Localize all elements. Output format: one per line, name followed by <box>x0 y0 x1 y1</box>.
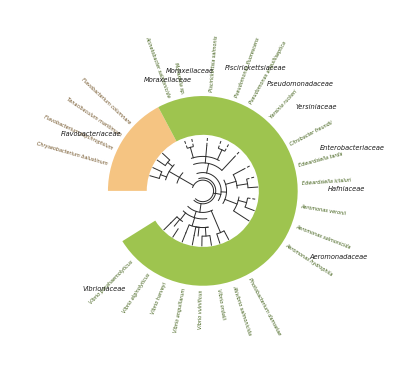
Text: Flavobacteriaceae: Flavobacteriaceae <box>61 131 122 137</box>
Text: Citrobacter freundii: Citrobacter freundii <box>289 120 334 147</box>
Text: Moraxella sp.: Moraxella sp. <box>173 62 184 94</box>
Text: Vibrio harveyi: Vibrio harveyi <box>151 282 168 315</box>
Wedge shape <box>108 107 176 191</box>
Text: Yersiniaceae: Yersiniaceae <box>296 104 337 110</box>
Text: Vibrio vulnificus: Vibrio vulnificus <box>198 290 204 329</box>
Text: Flavobacterium psychrophilum: Flavobacterium psychrophilum <box>43 115 114 151</box>
Text: Vibrio alginolyticus: Vibrio alginolyticus <box>122 273 151 314</box>
Text: Edwardsiella tarda: Edwardsiella tarda <box>298 151 343 167</box>
Text: Acinetobacter salmonicida: Acinetobacter salmonicida <box>144 36 171 99</box>
Text: Piscirickettsiaceae: Piscirickettsiaceae <box>225 65 286 71</box>
Text: Photobacterium damselae: Photobacterium damselae <box>247 277 282 336</box>
Text: Vibrio ordalii: Vibrio ordalii <box>216 288 226 320</box>
Text: Vibrio anguillarum: Vibrio anguillarum <box>173 288 186 333</box>
Text: Moraxellaceae: Moraxellaceae <box>166 68 215 74</box>
Text: Aeromonas veronii: Aeromonas veronii <box>300 204 346 216</box>
Text: Pseudomonadaceae: Pseudomonadaceae <box>267 81 334 87</box>
Text: Aeromonadaceae: Aeromonadaceae <box>309 254 367 260</box>
Text: Pseudomonas fluorescens: Pseudomonas fluorescens <box>235 37 261 99</box>
Text: Aeromonas hydrophila: Aeromonas hydrophila <box>285 243 334 277</box>
Text: Aeromonas salmonicida: Aeromonas salmonicida <box>294 224 351 250</box>
Text: Hafniaceae: Hafniaceae <box>328 186 365 192</box>
Text: Flavobacterium columnare: Flavobacterium columnare <box>81 77 132 125</box>
Wedge shape <box>122 96 298 286</box>
Text: Yersinia ruckeri: Yersinia ruckeri <box>269 89 298 120</box>
Text: Chryseobacterium balustinum: Chryseobacterium balustinum <box>36 141 108 166</box>
Text: Edwardsiella ictaluri: Edwardsiella ictaluri <box>302 178 351 186</box>
Text: Vibrio parahaemolyticus: Vibrio parahaemolyticus <box>89 259 134 305</box>
Text: Moraxellaceae: Moraxellaceae <box>144 77 192 84</box>
Text: Aliivibrio salmonicida: Aliivibrio salmonicida <box>231 284 252 335</box>
Text: Enterobacteriaceae: Enterobacteriaceae <box>320 145 385 151</box>
Text: Tenacibaculum maritimum: Tenacibaculum maritimum <box>65 97 122 138</box>
Text: Vibrionaceae: Vibrionaceae <box>83 287 126 293</box>
Text: Pseudomonas anguilliseptica: Pseudomonas anguilliseptica <box>249 41 288 105</box>
Text: Piscirickettsia salmonis: Piscirickettsia salmonis <box>209 36 219 92</box>
